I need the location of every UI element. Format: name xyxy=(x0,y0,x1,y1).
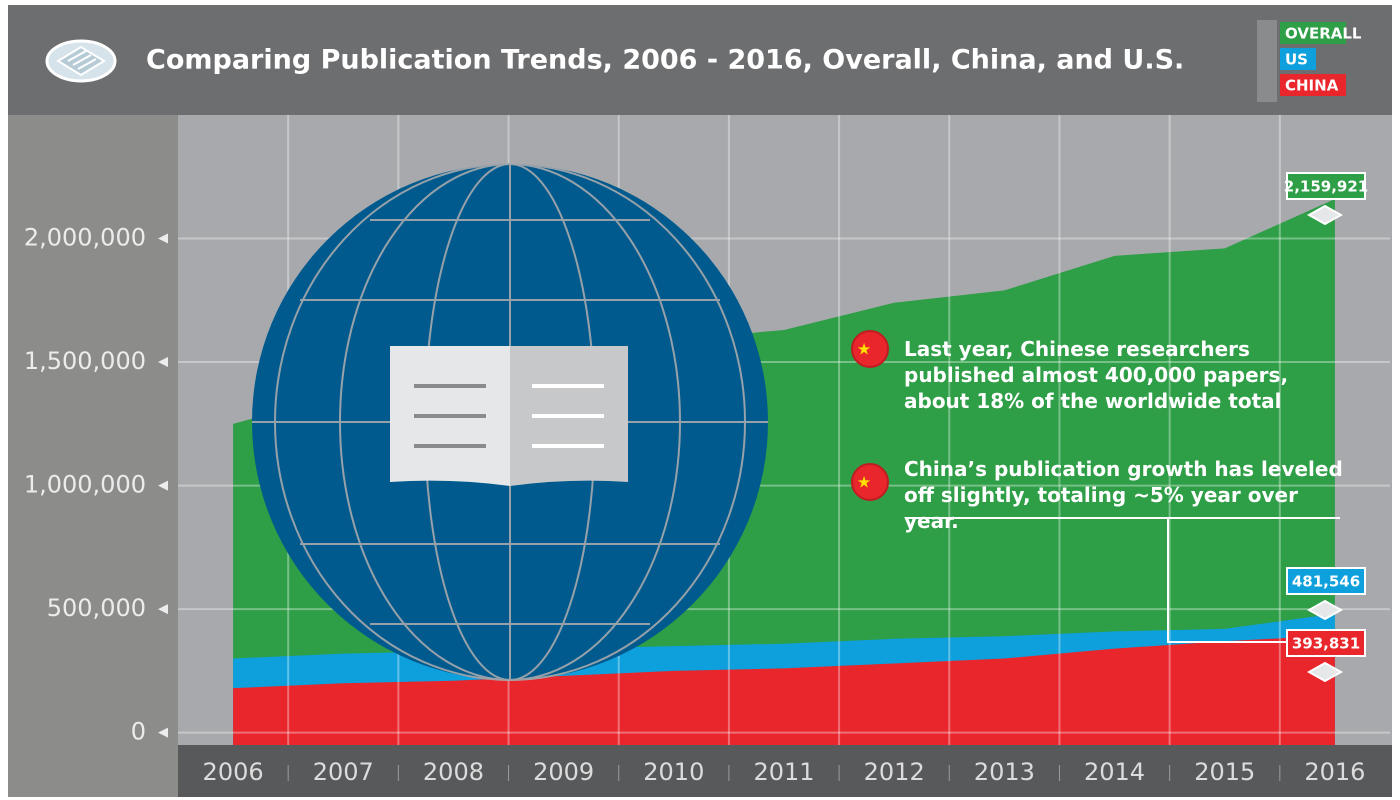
x-tick-label: 2010 xyxy=(643,758,704,786)
legend-label: CHINA xyxy=(1285,77,1339,95)
annotation: China’s publication growth has leveled o… xyxy=(904,456,1354,534)
y-tick-label: 1,500,000 xyxy=(24,347,146,375)
legend-stripe xyxy=(1257,20,1277,102)
value-label: 2,159,921 xyxy=(1284,178,1368,196)
svg-text:★: ★ xyxy=(857,473,871,492)
x-tick-label: 2006 xyxy=(203,758,264,786)
globe xyxy=(252,164,768,680)
x-tick-label: 2012 xyxy=(864,758,925,786)
header-icon xyxy=(47,41,115,81)
x-tick-label: 2014 xyxy=(1084,758,1145,786)
chart-title: Comparing Publication Trends, 2006 - 201… xyxy=(146,45,1184,76)
x-tick-label: 2008 xyxy=(423,758,484,786)
y-tick-label: 500,000 xyxy=(47,594,146,622)
y-tick-label: 0 xyxy=(131,718,146,746)
x-tick-label: 2007 xyxy=(313,758,374,786)
x-tick-label: 2009 xyxy=(533,758,594,786)
svg-text:★: ★ xyxy=(857,340,871,359)
x-tick-label: 2015 xyxy=(1194,758,1255,786)
x-tick-label: 2011 xyxy=(753,758,814,786)
x-tick-label: 2016 xyxy=(1304,758,1365,786)
annotation: Last year, Chinese researchers published… xyxy=(904,336,1334,414)
value-label: 393,831 xyxy=(1292,635,1360,653)
y-tick-label: 1,000,000 xyxy=(24,471,146,499)
y-tick-label: 2,000,000 xyxy=(24,224,146,252)
x-tick-label: 2013 xyxy=(974,758,1035,786)
y-axis-panel xyxy=(8,115,178,797)
value-label: 481,546 xyxy=(1292,573,1360,591)
legend-label: US xyxy=(1285,51,1308,69)
infographic: Comparing Publication Trends, 2006 - 201… xyxy=(0,0,1400,800)
legend-label: OVERALL xyxy=(1285,25,1362,43)
